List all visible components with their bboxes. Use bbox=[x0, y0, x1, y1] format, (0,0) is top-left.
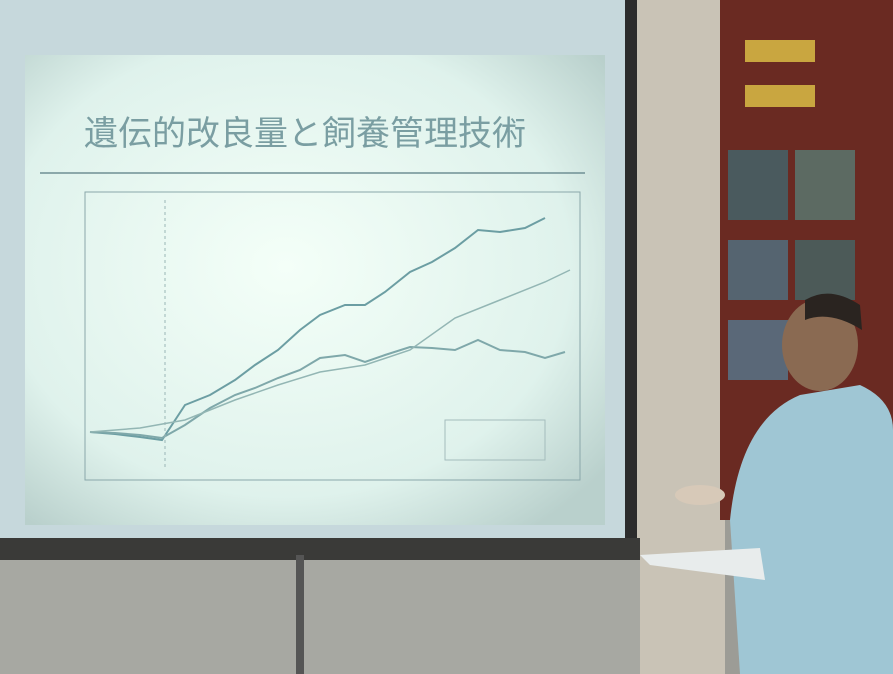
lower-wall bbox=[0, 560, 640, 674]
board-photo bbox=[728, 150, 788, 220]
board-card bbox=[745, 40, 815, 62]
board-photo bbox=[728, 320, 788, 380]
screen-bar bbox=[0, 538, 640, 560]
screen-frame bbox=[625, 0, 637, 545]
board-photo bbox=[795, 240, 855, 300]
pole bbox=[296, 555, 304, 674]
board-photo bbox=[795, 150, 855, 220]
board-photo bbox=[728, 240, 788, 300]
presenter-hand bbox=[675, 485, 725, 505]
board-card bbox=[745, 85, 815, 107]
slide-title: 遺伝的改良量と飼養管理技術 bbox=[84, 114, 526, 154]
photo-scene: 遺伝的改良量と飼養管理技術 bbox=[0, 0, 893, 674]
